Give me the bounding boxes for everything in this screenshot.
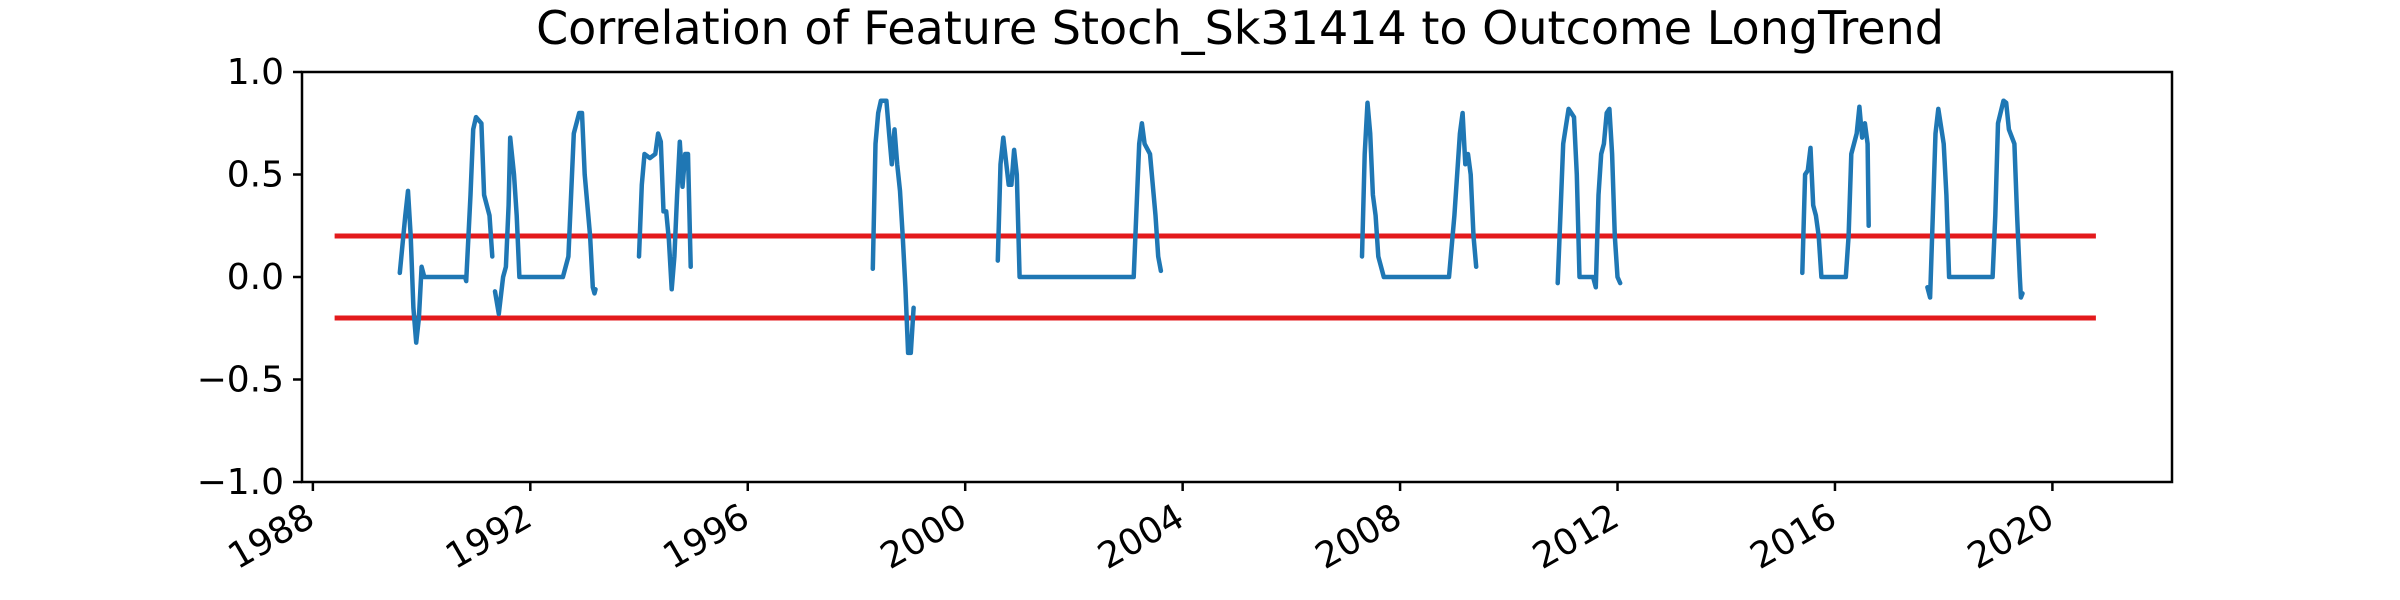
y-axis: −1.0 −0.5 0.0 0.5 1.0 (197, 52, 302, 503)
x-tick-label: 2020 (1961, 496, 2061, 577)
x-tick-label: 2000 (874, 496, 974, 577)
x-tick-label: 2008 (1309, 496, 1409, 577)
series-layer (397, 98, 2025, 356)
x-tick-label: 2004 (1091, 496, 1191, 577)
series-segment-0-1 (492, 110, 598, 317)
y-tick-label: 0.0 (227, 257, 284, 298)
x-axis: 1988 1992 1996 2000 2004 2008 2012 2016 2020 (222, 482, 2061, 578)
y-tick-label: −1.0 (197, 462, 284, 503)
y-tick-label: 1.0 (227, 52, 284, 93)
x-tick-label: 1992 (439, 496, 539, 577)
series-segment-0-4 (995, 121, 1164, 280)
x-tick-label: 1988 (222, 496, 322, 577)
series-segment-0-2 (636, 131, 693, 292)
x-tick-label: 2012 (1526, 496, 1626, 577)
series-segment-0-7 (1800, 104, 1871, 280)
x-tick-label: 2016 (1744, 496, 1844, 577)
y-tick-label: 0.5 (227, 155, 284, 196)
series-segment-0-8 (1925, 98, 2025, 300)
chart-title: Correlation of Feature Stoch_Sk31414 to … (536, 1, 1944, 55)
y-tick-label: −0.5 (197, 360, 284, 401)
series-segment-0-6 (1555, 106, 1623, 290)
series-segment-0-3 (870, 98, 916, 356)
x-tick-label: 1996 (656, 496, 756, 577)
series-segment-0-0 (397, 114, 495, 345)
series-segment-0-5 (1359, 100, 1479, 280)
